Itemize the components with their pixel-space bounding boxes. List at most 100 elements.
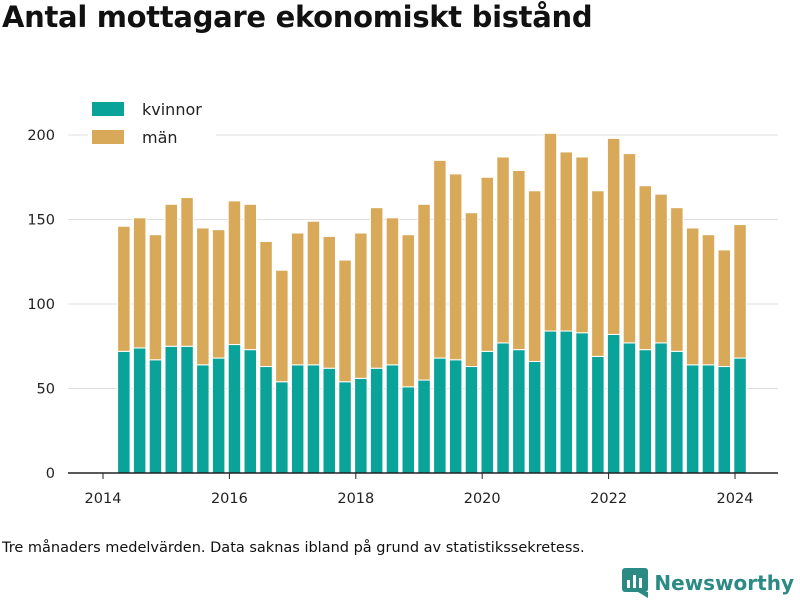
bar-segment-kvinnor <box>132 347 147 474</box>
bar-segment-man <box>701 234 716 366</box>
bar-segment-man <box>638 185 653 351</box>
legend-swatch-kvinnor <box>92 102 124 116</box>
bar-segment-kvinnor <box>670 350 684 474</box>
legend: kvinnor män <box>88 97 216 149</box>
bar-segment-man <box>575 156 589 334</box>
bar-segment-man <box>290 232 305 366</box>
brand-logo: Newsworthy <box>622 568 794 598</box>
bar-segment-man <box>164 203 179 347</box>
y-tick-label: 100 <box>27 297 55 313</box>
bar-segment-man <box>464 212 479 368</box>
y-tick-label: 200 <box>27 128 55 144</box>
bar-segment-man <box>117 225 131 352</box>
legend-label-man: män <box>142 128 178 147</box>
bar-segment-man <box>227 200 242 346</box>
bar-segment-man <box>275 269 289 383</box>
bar-segment-kvinnor <box>196 364 210 474</box>
newsworthy-logo-icon <box>622 568 649 598</box>
bar-segment-kvinnor <box>275 381 289 474</box>
bar-segment-kvinnor <box>701 364 716 474</box>
bar-segment-kvinnor <box>243 349 258 474</box>
bar-segment-kvinnor <box>606 333 621 474</box>
bar-segment-kvinnor <box>496 342 510 474</box>
legend-label-kvinnor: kvinnor <box>142 100 202 119</box>
bar-segment-kvinnor <box>622 342 637 474</box>
bar-segment-kvinnor <box>480 350 495 474</box>
bar-segment-man <box>322 235 337 369</box>
bar-segment-man <box>622 153 637 344</box>
bar-segment-kvinnor <box>180 345 194 474</box>
bar-segment-kvinnor <box>369 367 384 474</box>
bar-segment-man <box>385 217 400 366</box>
y-tick-label: 150 <box>27 213 55 229</box>
bar-segment-kvinnor <box>638 349 653 474</box>
x-tick-label: 2014 <box>85 491 122 507</box>
bar-segment-kvinnor <box>464 366 479 474</box>
bar-segment-man <box>543 132 558 332</box>
x-tick-label: 2022 <box>590 491 627 507</box>
bar-segment-man <box>306 220 321 366</box>
bar-segment-man <box>132 217 147 349</box>
bar-segment-man <box>338 259 352 383</box>
bar-segment-man <box>448 173 463 361</box>
bar-segment-kvinnor <box>259 366 273 474</box>
bar-segment-kvinnor <box>559 330 574 474</box>
bar-segment-man <box>527 190 542 362</box>
bar-segment-man <box>717 249 732 368</box>
brand-name: Newsworthy <box>654 571 794 595</box>
x-tick-label: 2016 <box>211 491 248 507</box>
axes: 0 50 100 150 200 2014 2016 2018 2020 2022 2024 <box>27 128 778 507</box>
bar-segment-man <box>654 193 668 344</box>
bar-segment-man <box>180 197 194 347</box>
bar-segment-man <box>433 159 447 359</box>
x-tick-label: 2024 <box>717 491 754 507</box>
bar-segment-kvinnor <box>527 360 542 474</box>
bar-segment-kvinnor <box>322 367 337 474</box>
bar-segment-kvinnor <box>354 377 368 474</box>
footnote: Tre månaders medelvärden. Data saknas ib… <box>2 540 585 556</box>
bar-segment-kvinnor <box>117 350 131 474</box>
bar-segment-kvinnor <box>417 379 431 474</box>
chart-title: Antal mottagare ekonomiskt bistånd <box>2 0 593 34</box>
bar-segment-kvinnor <box>654 342 668 474</box>
x-tick-label: 2020 <box>464 491 501 507</box>
legend-swatch-man <box>92 130 124 144</box>
bar-segment-man <box>733 224 747 359</box>
bar-segment-kvinnor <box>685 364 700 474</box>
bar-segment-man <box>401 234 416 388</box>
bar-segment-man <box>685 227 700 366</box>
bar-segment-kvinnor <box>164 345 179 474</box>
bar-segment-kvinnor <box>512 349 526 474</box>
bar-segment-kvinnor <box>290 364 305 474</box>
bar-segment-kvinnor <box>543 330 558 474</box>
bar-segment-man <box>606 137 621 335</box>
bar-segment-man <box>148 234 163 361</box>
bar-segment-man <box>369 207 384 369</box>
x-tick-label: 2018 <box>337 491 374 507</box>
bar-segment-man <box>243 203 258 351</box>
bar-segment-man <box>670 207 684 352</box>
bar-segment-kvinnor <box>385 364 400 474</box>
y-tick-label: 50 <box>37 382 55 398</box>
bar-segment-kvinnor <box>591 355 605 474</box>
bar-segment-kvinnor <box>717 366 732 474</box>
bar-segment-kvinnor <box>448 359 463 474</box>
bar-segment-man <box>259 240 273 368</box>
bar-segment-man <box>496 156 510 344</box>
bar-segment-man <box>480 176 495 352</box>
bar-segment-kvinnor <box>306 364 321 474</box>
bar-segment-kvinnor <box>401 386 416 474</box>
bar-segment-man <box>417 203 431 381</box>
bar-segment-kvinnor <box>733 357 747 474</box>
bar-segment-man <box>559 151 574 332</box>
bar-segment-man <box>354 232 368 379</box>
bars <box>117 132 747 474</box>
bar-segment-kvinnor <box>211 357 226 474</box>
y-tick-label: 0 <box>46 466 55 482</box>
bar-segment-man <box>196 227 210 366</box>
bar-segment-man <box>591 190 605 357</box>
bar-segment-kvinnor <box>575 332 589 474</box>
bar-segment-man <box>211 229 226 359</box>
bar-segment-man <box>512 169 526 351</box>
